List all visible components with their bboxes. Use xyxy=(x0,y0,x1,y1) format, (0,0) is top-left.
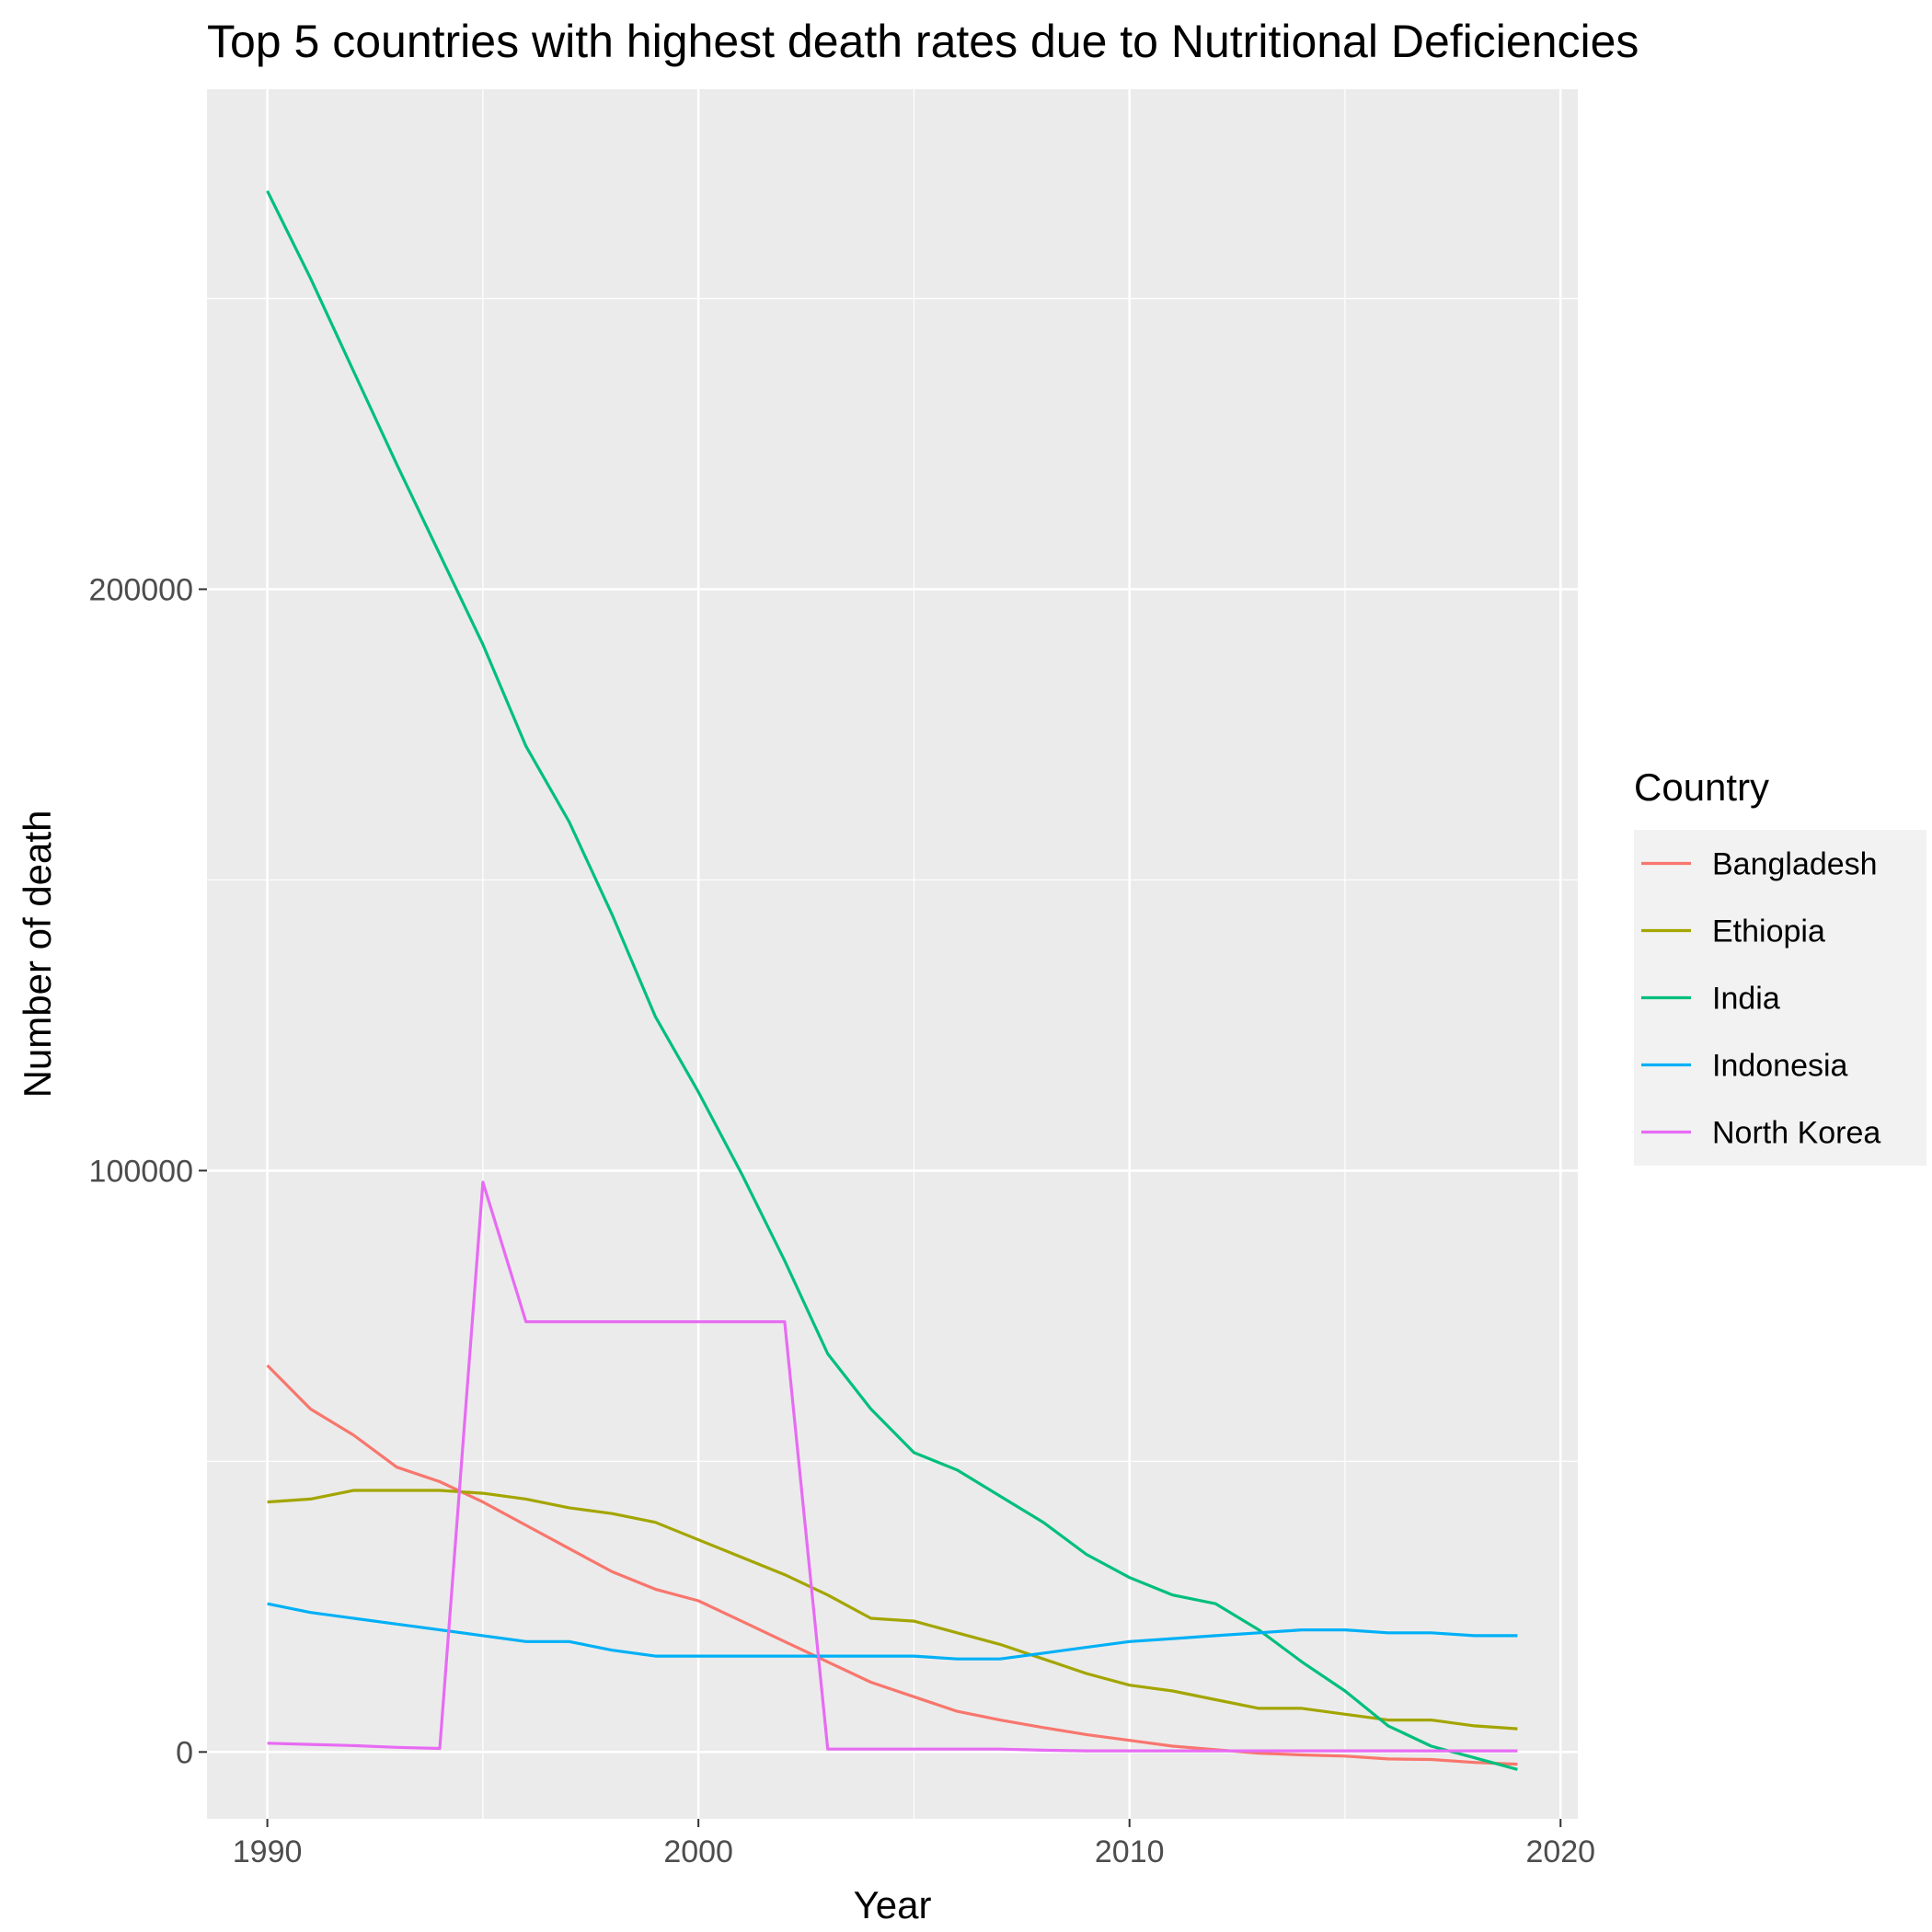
legend-label: North Korea xyxy=(1712,1116,1880,1151)
x-tick-label: 1990 xyxy=(233,1834,303,1869)
legend: Country Bangladesh Ethiopia India Indonesia N… xyxy=(1634,765,1926,1166)
y-tick-label: 200000 xyxy=(89,572,193,607)
x-tick-label: 2000 xyxy=(663,1834,733,1869)
series-line-ethiopia xyxy=(267,1489,1518,1731)
legend-label: Bangladesh xyxy=(1712,847,1878,882)
legend-label: Ethiopia xyxy=(1712,914,1825,949)
y-tick-label: 100000 xyxy=(89,1154,193,1189)
x-axis-title: Year xyxy=(854,1883,932,1926)
chart-title: Top 5 countries with highest death rates… xyxy=(207,16,1639,67)
series-line-india xyxy=(266,190,1518,1771)
legend-label: Indonesia xyxy=(1712,1049,1848,1084)
series-line-indonesia xyxy=(267,1602,1518,1661)
plot-panel xyxy=(207,89,1578,1819)
legend-title: Country xyxy=(1634,765,1769,809)
legend-label: India xyxy=(1712,982,1780,1017)
series-lines xyxy=(266,190,1518,1771)
y-axis-title: Number of death xyxy=(16,811,59,1098)
axes: 1990 2000 2010 2020 0 100000 200000 xyxy=(89,572,1596,1869)
series-line-bangladesh xyxy=(266,1363,1518,1766)
x-tick-label: 2010 xyxy=(1095,1834,1165,1869)
grid-lines xyxy=(207,89,1578,1819)
y-tick-label: 0 xyxy=(176,1735,193,1770)
x-tick-label: 2020 xyxy=(1525,1834,1595,1869)
series-line-north-korea xyxy=(267,1180,1518,1753)
